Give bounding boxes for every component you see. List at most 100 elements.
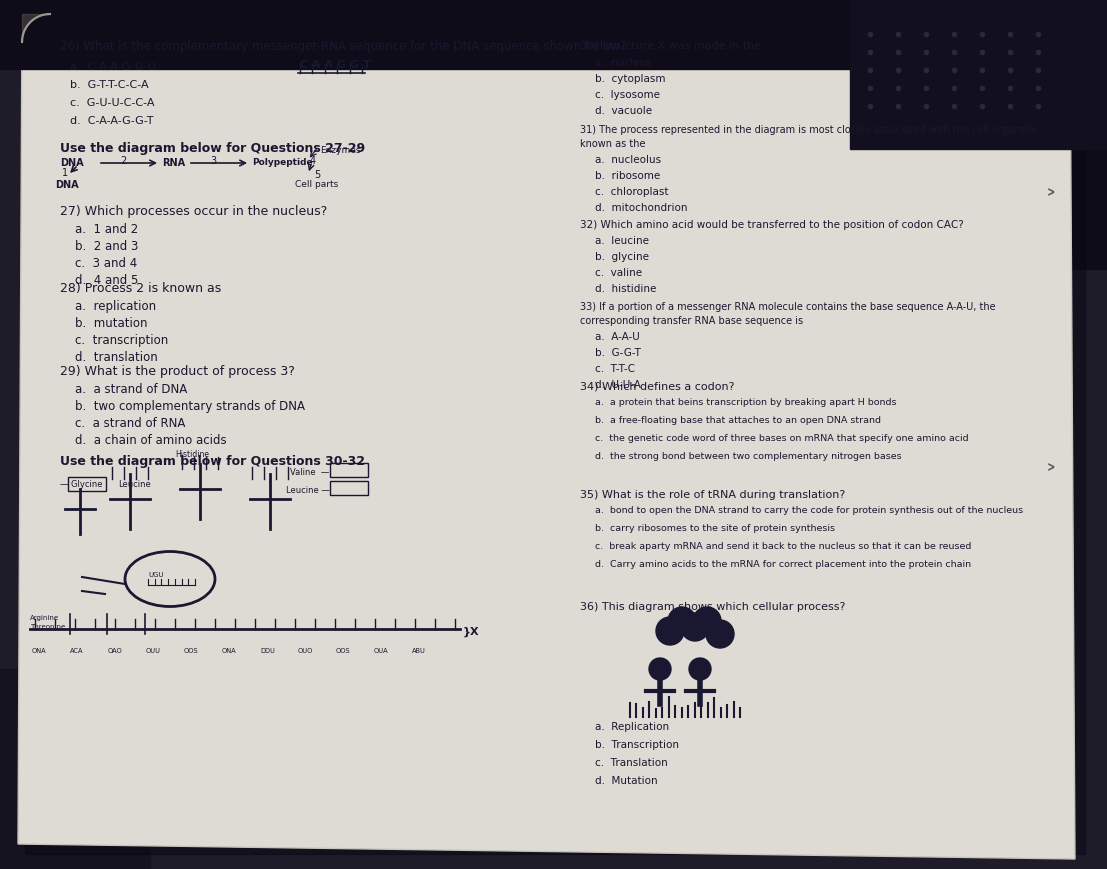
Text: d.  Carry amino acids to the mRNA for correct placement into the protein chain: d. Carry amino acids to the mRNA for cor…	[594, 560, 971, 568]
Text: c.  a strand of RNA: c. a strand of RNA	[75, 416, 185, 429]
Text: a.  bond to open the DNA strand to carry the code for protein synthesis out of t: a. bond to open the DNA strand to carry …	[594, 506, 1023, 514]
Text: a.  leucine: a. leucine	[594, 235, 649, 246]
Text: OAO: OAO	[108, 647, 123, 653]
Circle shape	[656, 617, 684, 646]
Text: OOS: OOS	[184, 647, 198, 653]
Circle shape	[689, 658, 711, 680]
Text: b.  two complementary strands of DNA: b. two complementary strands of DNA	[75, 400, 306, 413]
Text: DNA: DNA	[55, 180, 79, 189]
Text: c.  break aparty mRNA and send it back to the nucleus so that it can be reused: c. break aparty mRNA and send it back to…	[594, 541, 971, 550]
Text: Enzymes: Enzymes	[320, 146, 361, 155]
Text: ˃: ˃	[1045, 189, 1057, 214]
Text: d.  U-U-A: d. U-U-A	[594, 380, 641, 389]
Text: 1: 1	[62, 168, 69, 178]
Text: d.  C-A-A-G-G-T: d. C-A-A-G-G-T	[70, 116, 154, 126]
Text: c.  the genetic code word of three bases on mRNA that specify one amino acid: c. the genetic code word of three bases …	[594, 434, 969, 442]
Text: DDU: DDU	[260, 647, 275, 653]
Text: a.  a strand of DNA: a. a strand of DNA	[75, 382, 187, 395]
Text: Cell parts: Cell parts	[294, 180, 339, 189]
Text: c.  valine: c. valine	[594, 268, 642, 278]
Text: 28) Process 2 is known as: 28) Process 2 is known as	[60, 282, 221, 295]
Text: a.  C-A-A-G-G-U: a. C-A-A-G-G-U	[70, 62, 156, 72]
Text: a.  1 and 2: a. 1 and 2	[75, 222, 138, 235]
Text: 34) Which defines a codon?: 34) Which defines a codon?	[580, 381, 735, 392]
Text: d.  Mutation: d. Mutation	[594, 775, 658, 785]
Text: DNA: DNA	[60, 158, 84, 168]
Text: RNA: RNA	[162, 158, 185, 168]
Text: }X: }X	[463, 627, 479, 636]
Text: Histidine: Histidine	[175, 449, 209, 459]
Text: a.  nucleus: a. nucleus	[594, 58, 652, 68]
Text: OUA: OUA	[374, 647, 389, 653]
Text: 26) What is the complementary messenger-RNA sequence for the DNA sequence shown : 26) What is the complementary messenger-…	[60, 40, 627, 53]
Text: a.  replication: a. replication	[75, 300, 156, 313]
Text: 29) What is the product of process 3?: 29) What is the product of process 3?	[60, 365, 294, 377]
Text: b.  Transcription: b. Transcription	[594, 740, 679, 749]
Text: c.  transcription: c. transcription	[75, 334, 168, 347]
Text: d.  translation: d. translation	[75, 350, 158, 363]
Text: c.  3 and 4: c. 3 and 4	[75, 256, 137, 269]
Text: OOS: OOS	[337, 647, 351, 653]
Text: d.  vacuole: d. vacuole	[594, 106, 652, 116]
Text: known as the: known as the	[580, 139, 645, 149]
Bar	[68, 477, 106, 492]
Text: UGU: UGU	[148, 571, 164, 577]
Text: 5: 5	[314, 169, 320, 180]
Text: b.  carry ribosomes to the site of protein synthesis: b. carry ribosomes to the site of protei…	[594, 523, 835, 533]
Bar	[700, 0, 1107, 269]
Text: a.  a protein that beins transcription by breaking apart H bonds: a. a protein that beins transcription by…	[594, 397, 897, 407]
Text: c.  Translation: c. Translation	[594, 757, 668, 767]
Text: Use the diagram below for Questions 30-32: Use the diagram below for Questions 30-3…	[60, 454, 365, 468]
Bar	[330, 481, 368, 495]
Text: Leucine —: Leucine —	[286, 486, 330, 494]
Bar	[330, 463, 368, 477]
Text: a.  nucleolus: a. nucleolus	[594, 155, 661, 165]
Bar	[850, 0, 1107, 149]
Bar	[0, 669, 60, 869]
Text: Threonine: Threonine	[30, 623, 65, 629]
Text: ACA: ACA	[70, 647, 83, 653]
Text: d.  4 and 5: d. 4 and 5	[75, 274, 138, 287]
Text: c.  chloroplast: c. chloroplast	[594, 187, 669, 196]
Text: 33) If a portion of a messenger RNA molecule contains the base sequence A-A-U, t: 33) If a portion of a messenger RNA mole…	[580, 302, 995, 312]
Text: C A A G G T: C A A G G T	[300, 60, 371, 70]
Polygon shape	[18, 15, 1075, 859]
Text: b.  ribosome: b. ribosome	[594, 171, 660, 181]
Text: — Glycine: — Glycine	[60, 480, 103, 488]
Text: Leucine: Leucine	[118, 480, 151, 488]
Text: ONA: ONA	[32, 647, 46, 653]
Text: 32) Which amino acid would be transferred to the position of codon CAC?: 32) Which amino acid would be transferre…	[580, 220, 964, 229]
Text: OUO: OUO	[298, 647, 313, 653]
Text: Use the diagram below for Questions 27-29: Use the diagram below for Questions 27-2…	[60, 142, 365, 155]
Text: ˃: ˃	[1045, 464, 1057, 488]
Text: 31) The process represented in the diagram is most closely associated with the c: 31) The process represented in the diagr…	[580, 125, 1037, 135]
Text: a.  A-A-U: a. A-A-U	[594, 332, 640, 342]
Text: ABU: ABU	[412, 647, 426, 653]
Text: Valine  —: Valine —	[290, 468, 329, 476]
Text: 3: 3	[210, 156, 216, 166]
Text: d.  histidine: d. histidine	[594, 283, 656, 294]
Bar	[580, 0, 1107, 169]
Text: c.  G-U-U-C-C-A: c. G-U-U-C-C-A	[70, 98, 155, 108]
Text: 4: 4	[310, 156, 317, 166]
Bar	[0, 789, 151, 869]
Text: d.  mitochondrion: d. mitochondrion	[594, 202, 687, 213]
Circle shape	[706, 620, 734, 648]
Bar	[0, 0, 1107, 70]
Text: b.  a free-floating base that attaches to an open DNA strand: b. a free-floating base that attaches to…	[594, 415, 881, 425]
Text: Polypeptide: Polypeptide	[252, 158, 312, 167]
Text: b.  2 and 3: b. 2 and 3	[75, 240, 138, 253]
Text: ONA: ONA	[223, 647, 237, 653]
Text: b.  G-T-T-C-C-A: b. G-T-T-C-C-A	[70, 80, 148, 90]
Circle shape	[681, 614, 708, 641]
Text: c.  T-T-C: c. T-T-C	[594, 363, 635, 374]
Text: b.  G-G-T: b. G-G-T	[594, 348, 641, 357]
Text: d.  a chain of amino acids: d. a chain of amino acids	[75, 434, 227, 447]
Text: 35) What is the role of tRNA during translation?: 35) What is the role of tRNA during tran…	[580, 489, 846, 500]
Circle shape	[693, 607, 721, 635]
Text: b.  mutation: b. mutation	[75, 316, 147, 329]
Text: 27) Which processes occur in the nucleus?: 27) Which processes occur in the nucleus…	[60, 205, 328, 218]
Text: OUU: OUU	[146, 647, 161, 653]
Text: d.  the strong bond between two complementary nitrogen bases: d. the strong bond between two complemen…	[594, 452, 901, 461]
Text: 2: 2	[120, 156, 126, 166]
